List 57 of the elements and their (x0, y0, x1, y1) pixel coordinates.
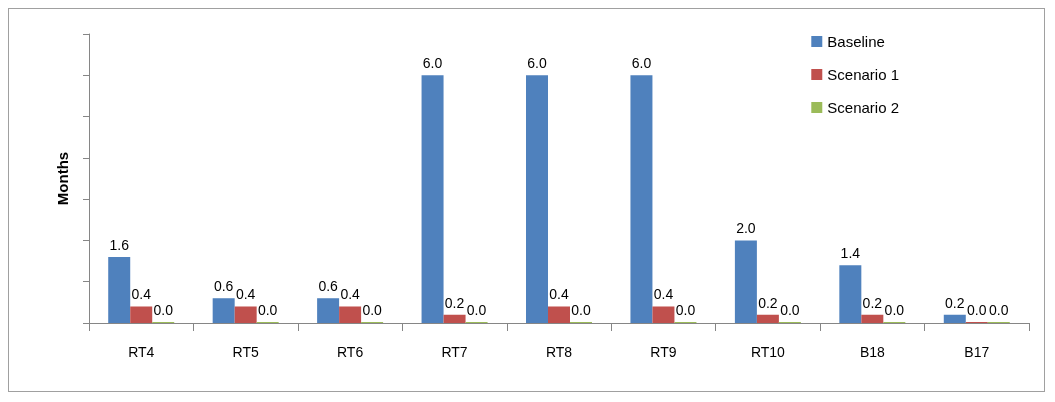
bar (130, 306, 153, 323)
bar (734, 240, 757, 323)
bar (526, 75, 548, 323)
data-label: 0.6 (318, 278, 339, 295)
bar (548, 306, 570, 323)
bar (212, 298, 235, 323)
x-tick-label: B17 (964, 344, 990, 360)
bar (234, 306, 257, 323)
data-label: 0.0 (362, 302, 383, 318)
x-tick-label: RT9 (650, 344, 677, 360)
bar (756, 314, 779, 323)
x-tick-label: RT7 (441, 344, 468, 360)
legend-label: Baseline (827, 33, 885, 50)
bar (630, 75, 653, 323)
data-label: 6.0 (631, 55, 652, 72)
data-label: 0.4 (235, 286, 256, 303)
data-label: 0.6 (213, 278, 234, 295)
x-tick-label: RT5 (232, 344, 259, 360)
data-label: 0.4 (549, 286, 569, 303)
data-label: 0.4 (131, 286, 152, 303)
bar (339, 306, 362, 323)
data-label: 6.0 (422, 55, 443, 72)
x-tick-label: RT10 (750, 344, 786, 360)
data-label: 0.2 (862, 294, 883, 311)
data-label: 0.0 (257, 302, 278, 318)
data-label: 2.0 (736, 220, 756, 237)
bar (108, 256, 131, 323)
bar (839, 265, 862, 323)
data-label: 0.2 (758, 294, 778, 311)
data-label: 0.0 (780, 302, 800, 318)
bar (443, 314, 466, 323)
data-label: 6.0 (527, 55, 547, 72)
data-label: 0.0 (153, 302, 174, 318)
x-tick-label: RT8 (545, 344, 573, 360)
bar (943, 314, 966, 323)
data-label: 0.0 (884, 302, 905, 318)
data-label: 1.6 (109, 236, 130, 253)
data-label: 0.0 (466, 302, 487, 318)
x-tick-label: RT4 (128, 344, 155, 360)
data-label: 0.2 (945, 294, 965, 311)
bar (317, 298, 340, 323)
data-label: 0.0 (675, 302, 696, 318)
data-label: 0.2 (444, 294, 465, 311)
data-label: 0.0 (989, 302, 1009, 318)
data-label: 0.4 (653, 286, 674, 303)
data-label: 0.4 (340, 286, 361, 303)
data-label: 0.0 (571, 302, 591, 318)
bar (861, 314, 884, 323)
legend-label: Scenario 2 (827, 99, 900, 116)
data-label: 0.0 (967, 302, 987, 318)
y-axis-title: Months (54, 151, 72, 206)
legend-label: Scenario 1 (827, 66, 900, 83)
x-tick-label: RT6 (337, 344, 364, 360)
bar (652, 306, 675, 323)
data-label: 1.4 (840, 245, 861, 262)
bar (421, 75, 444, 323)
x-tick-label: B18 (859, 344, 885, 360)
